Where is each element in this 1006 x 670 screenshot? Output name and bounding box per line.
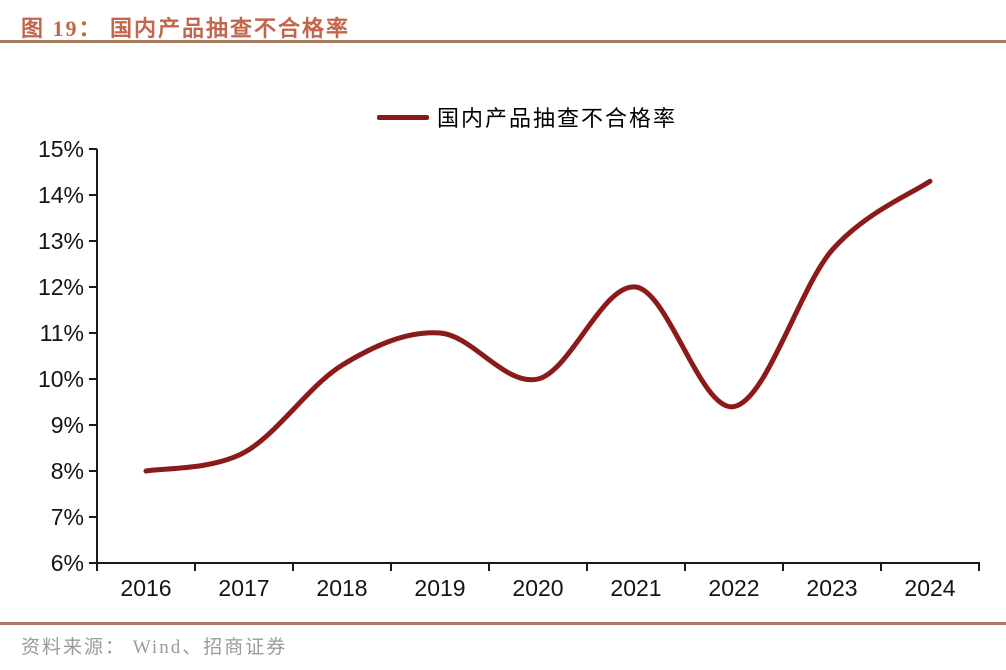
- y-tick-label: 13%: [38, 228, 84, 254]
- x-tick-label: 2021: [610, 575, 661, 601]
- chart-legend: 国内产品抽查不合格率: [377, 101, 677, 133]
- y-tick-label: 14%: [38, 182, 84, 208]
- title-divider: [0, 40, 1006, 43]
- x-tick-label: 2024: [904, 575, 955, 601]
- y-tick-label: 15%: [38, 136, 84, 162]
- footer-divider: [0, 622, 1006, 625]
- x-tick-label: 2020: [512, 575, 563, 601]
- x-tick-label: 2019: [414, 575, 465, 601]
- legend-label: 国内产品抽查不合格率: [437, 106, 678, 131]
- x-tick-label: 2023: [806, 575, 857, 601]
- figure-title: 图 19： 国内产品抽查不合格率: [21, 16, 351, 41]
- x-tick-label: 2016: [120, 575, 171, 601]
- y-tick-label: 7%: [51, 504, 84, 530]
- x-tick-label: 2017: [218, 575, 269, 601]
- line-chart-svg: 6% 7% 8% 9% 10% 11% 12% 13% 14% 15% 2016 2017 2018 20…: [38, 136, 980, 601]
- source-text: 资料来源： Wind、招商证券: [21, 637, 288, 658]
- y-tick-label: 12%: [38, 274, 84, 300]
- x-tick-label: 2022: [708, 575, 759, 601]
- y-tick-label: 11%: [40, 320, 84, 346]
- y-tick-label: 8%: [51, 458, 84, 484]
- legend-line-swatch: [377, 114, 429, 120]
- y-tick-label: 10%: [38, 366, 84, 392]
- y-tick-label: 9%: [51, 412, 84, 438]
- series-line: [143, 178, 933, 474]
- x-tick-label: 2018: [316, 575, 367, 601]
- y-tick-label: 6%: [51, 550, 84, 576]
